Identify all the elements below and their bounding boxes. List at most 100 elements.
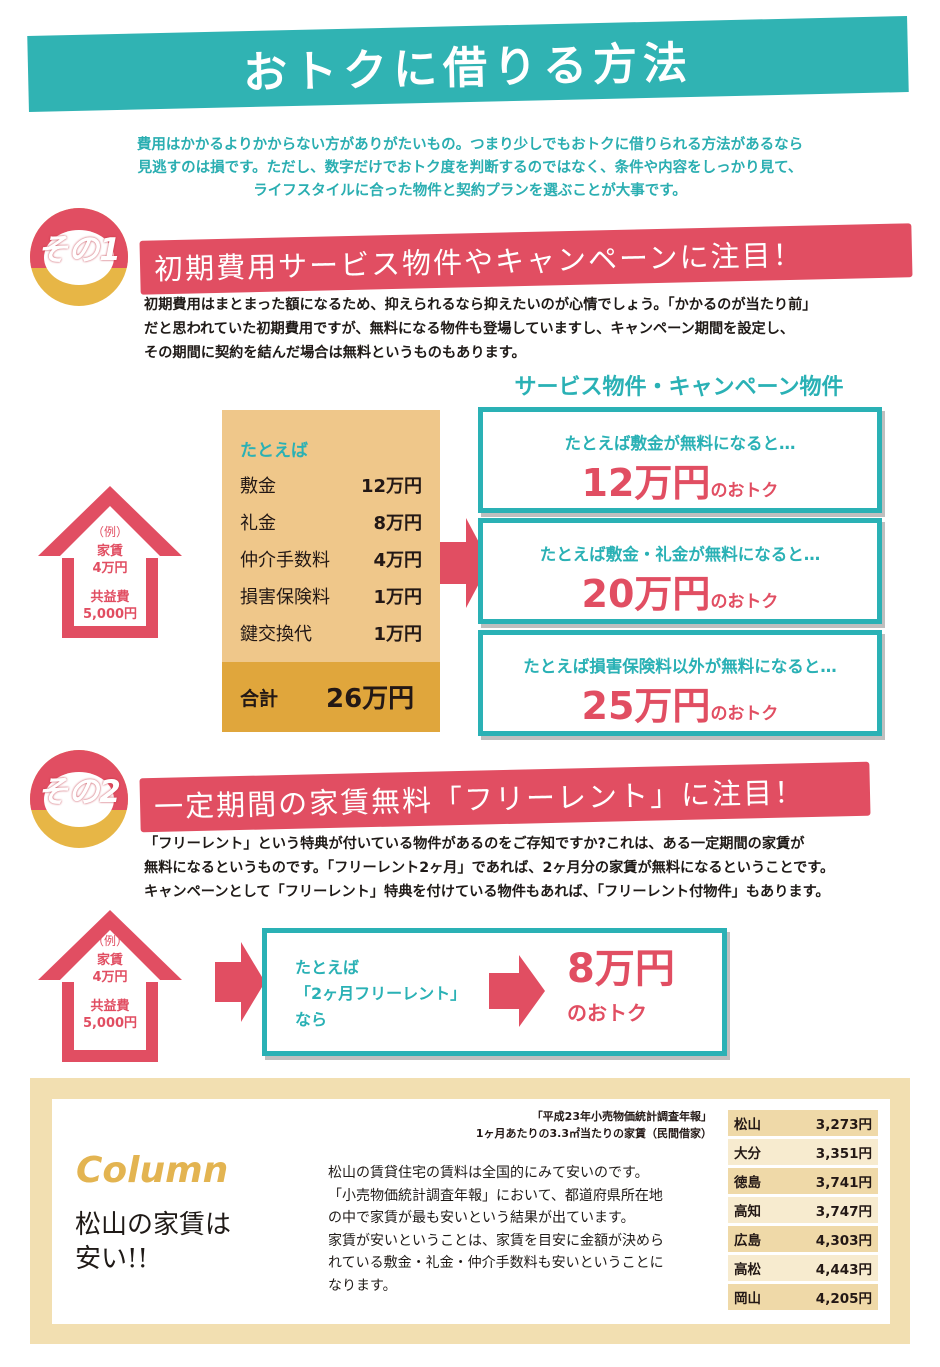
freerent-amount: 8万円 [567, 946, 675, 992]
case-box-2: たとえば敷金・礼金が無料になると… 20万円のおトク [478, 518, 882, 624]
case-amount: 25万円 [581, 684, 711, 728]
section1-body: 初期費用はまとまった額になるため、抑えられるなら抑えたいのが心情でしょう。「かか… [144, 293, 914, 365]
cost-total-value: 26万円 [326, 684, 415, 714]
case-suffix: のおトク [710, 704, 779, 724]
case-amount: 12万円 [581, 461, 711, 505]
source-line: 「平成23年小売物価統計調査年報」 [531, 1110, 712, 1123]
column-text-line: 家賃が安いということは、家賃を目安に金額が決めら [328, 1232, 664, 1249]
house-fee-value: 5,000円 [82, 607, 138, 622]
section2-heading: 一定期間の家賃無料「フリーレント」に注目！ [153, 775, 806, 824]
column-source: 「平成23年小売物価統計調査年報」 1ヶ月あたりの3.3㎡当たりの家賃（民間借家… [430, 1108, 712, 1142]
house-rent-label: 家賃 [96, 953, 123, 968]
rent-cell: 3,273円 [782, 1110, 878, 1139]
cost-name: 仲介手数料 [240, 550, 330, 571]
page-title: おトクに借りる方法 [242, 37, 694, 100]
table-row: 岡山 4,205円 [728, 1282, 878, 1313]
cost-value: 1万円 [373, 624, 422, 645]
rent-cell: 4,303円 [782, 1224, 878, 1255]
section1-heading: 初期費用サービス物件やキャンペーンに注目！ [153, 237, 804, 287]
cost-total-label: 合計 [240, 688, 279, 710]
case-amount: 20万円 [581, 572, 711, 616]
arrow-right-icon [215, 942, 265, 1022]
house-fee-label: 共益費 [90, 590, 130, 605]
arrow-right-icon [489, 955, 545, 1027]
house-label: （例） [91, 934, 128, 948]
column-heading: 松山の家賃は 安い!! [75, 1208, 231, 1276]
cost-value: 12万円 [360, 476, 422, 497]
source-line: 1ヶ月あたりの3.3㎡当たりの家賃（民間借家） [475, 1127, 712, 1140]
house-rent-value: 4万円 [92, 970, 128, 985]
cost-value: 8万円 [373, 513, 422, 534]
city-cell: 高松 [728, 1253, 783, 1284]
cost-row: 損害保険料 1万円 [240, 583, 422, 609]
section2-body: 「フリーレント」という特典が付いている物件があるのをご存知ですか?これは、ある一… [144, 832, 914, 904]
cost-row: 仲介手数料 4万円 [240, 546, 422, 572]
city-cell: 岡山 [728, 1282, 783, 1313]
case-line: たとえば敷金・礼金が無料になると… [539, 545, 821, 564]
house-icon [38, 486, 182, 638]
city-cell: 徳島 [728, 1166, 783, 1197]
house-label: （例） [91, 525, 128, 539]
house-rent-label: 家賃 [96, 544, 123, 559]
house-example-2: （例） 家賃 4万円 共益費 5,000円 [30, 902, 190, 1062]
case-result: 20万円のおトク [483, 563, 877, 618]
freerent-line: 「2ヶ月フリーレント」 [295, 984, 467, 1003]
rent-cell: 3,747円 [782, 1195, 878, 1226]
section2-badge-label: その2 [37, 774, 121, 810]
house-example-1: （例） 家賃 4万円 共益費 5,000円 [30, 478, 190, 638]
cost-name: 損害保険料 [240, 587, 330, 608]
column-heading-line: 安い!! [75, 1244, 148, 1274]
cost-value: 1万円 [373, 587, 422, 608]
house-icon [38, 910, 182, 1062]
cost-row: 敷金 12万円 [240, 472, 422, 498]
section2-badge: その2 [30, 750, 128, 848]
intro-text: 費用はかかるよりかからない方がありがたいもの。つまり少しでもおトクに借りられる方… [90, 134, 850, 203]
city-cell: 松山 [728, 1110, 783, 1139]
cost-name: 礼金 [240, 513, 276, 534]
section2-body-line: 無料になるというものです。「フリーレント2ヶ月」であれば、2ヶ月分の家賃が無料に… [144, 860, 835, 876]
column-text-line: なります。 [328, 1277, 397, 1294]
case-line: たとえば敷金が無料になると… [564, 434, 796, 453]
section2-body-line: キャンペーンとして「フリーレント」特典を付けている物件もあれば、「フリーレント付… [144, 884, 830, 900]
intro-line: 費用はかかるよりかからない方がありがたいもの。つまり少しでもおトクに借りられる方… [136, 137, 804, 153]
cost-row: 礼金 8万円 [240, 509, 422, 535]
section1-body-line: 初期費用はまとまった額になるため、抑えられるなら抑えたいのが心情でしょう。「かか… [144, 297, 817, 313]
city-cell: 広島 [728, 1224, 783, 1255]
section1-badge-label: その1 [37, 232, 121, 268]
rent-cell: 3,351円 [782, 1137, 878, 1168]
freerent-case: たとえば 「2ヶ月フリーレント」 なら [295, 955, 466, 1033]
case-suffix: のおトク [710, 592, 779, 612]
city-cell: 大分 [728, 1137, 783, 1168]
city-cell: 高知 [728, 1195, 783, 1226]
rent-cell: 4,205円 [782, 1282, 878, 1313]
section1-body-line: だと思われていた初期費用ですが、無料になる物件も登場していますし、キャンペーン期… [144, 321, 795, 337]
section2-heading-banner: 一定期間の家賃無料「フリーレント」に注目！ [139, 761, 871, 833]
section1-badge: その1 [30, 208, 128, 306]
cost-name: 敷金 [240, 476, 276, 497]
case-result: 25万円のおトク [483, 675, 877, 730]
column-text-line: れている敷金・礼金・仲介手数料も安いということに [328, 1255, 664, 1271]
column-text: 松山の賃貸住宅の賃料は全国的にみて安いのです。 「小売物価統計調査年報」において… [328, 1162, 718, 1297]
section1-body-line: その期間に契約を結んだ場合は無料というものもあります。 [144, 345, 526, 361]
table-row: 徳島 3,741円 [728, 1166, 878, 1197]
freerent-line: なら [295, 1010, 328, 1029]
cost-total: 合計 26万円 [222, 662, 440, 732]
cost-example-label: たとえば [240, 441, 308, 461]
intro-line: 見逃すのは損です。ただし、数字だけでおトク度を判断するのではなく、条件や内容をし… [137, 160, 803, 176]
rent-cell: 4,443円 [782, 1253, 878, 1284]
title-banner: おトクに借りる方法 [27, 16, 909, 112]
intro-line: ライフスタイルに合った物件と契約プランを選ぶことが大事です。 [253, 183, 687, 199]
cost-name: 鍵交換代 [240, 624, 312, 645]
service-title: サービス物件・キャンペーン物件 [514, 375, 844, 400]
case-suffix: のおトク [710, 481, 779, 501]
case-line: たとえば損害保険料以外が無料になると… [523, 657, 837, 676]
case-box-3: たとえば損害保険料以外が無料になると… 25万円のおトク [478, 630, 882, 736]
rent-table: 松山 3,273円 大分 3,351円 徳島 3,741円 高知 3,747円 広島 4,… [728, 1110, 878, 1313]
freerent-box: たとえば 「2ヶ月フリーレント」 なら 8万円 のおトク [262, 928, 727, 1056]
table-row: 高松 4,443円 [728, 1253, 878, 1284]
freerent-line: たとえば [295, 958, 360, 977]
table-row: 大分 3,351円 [728, 1137, 878, 1168]
case-result: 12万円のおトク [483, 452, 877, 507]
case-box-1: たとえば敷金が無料になると… 12万円のおトク [478, 407, 882, 513]
column-text-line: 「小売物価統計調査年報」において、都道府県所在地 [328, 1187, 663, 1204]
